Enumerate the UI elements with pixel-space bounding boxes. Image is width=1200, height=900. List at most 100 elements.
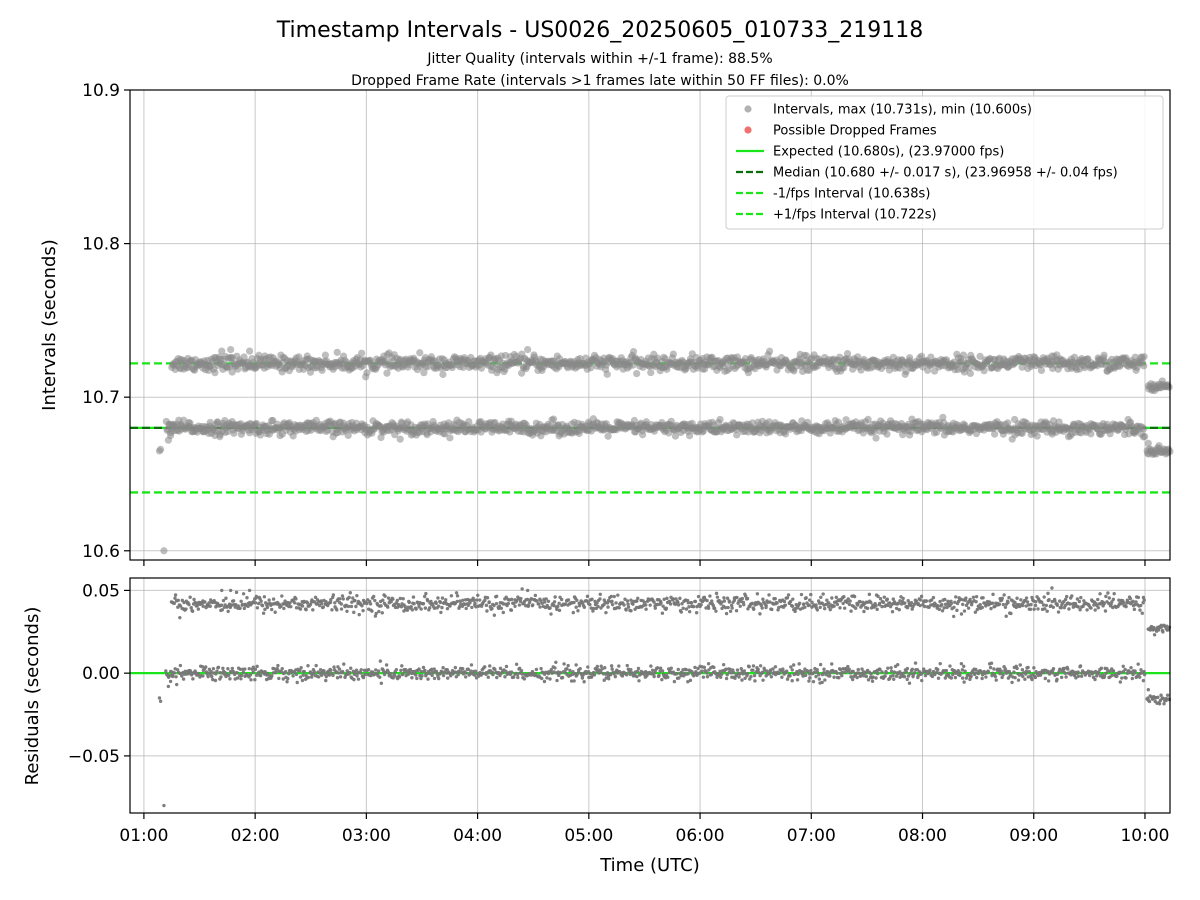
data-point (1096, 605, 1100, 610)
data-point (834, 595, 839, 600)
data-point (991, 430, 999, 438)
data-point (566, 598, 571, 602)
data-point (549, 612, 553, 616)
data-point (1152, 633, 1157, 637)
data-point (439, 370, 447, 379)
data-point (931, 595, 936, 600)
data-point (1124, 676, 1128, 680)
data-point (566, 663, 570, 668)
data-point (511, 675, 516, 679)
data-point (333, 601, 337, 605)
intervals-ytick-label-0: 10.6 (82, 542, 120, 562)
intervals-points (155, 345, 1174, 555)
data-point (719, 675, 723, 679)
data-point (892, 670, 897, 674)
data-point (742, 602, 746, 607)
data-point (767, 672, 772, 676)
data-point (708, 594, 712, 598)
data-point (980, 605, 984, 610)
data-point (470, 605, 474, 610)
intervals-y-ticks: 10.610.710.810.9 (82, 81, 130, 562)
data-point (292, 601, 297, 605)
data-point (253, 667, 258, 671)
data-point (992, 667, 996, 671)
data-point (441, 666, 445, 670)
data-point (172, 601, 176, 606)
data-point (964, 596, 968, 600)
data-point (350, 600, 354, 604)
data-point (238, 606, 242, 610)
data-point (263, 607, 267, 612)
data-point (905, 677, 909, 682)
data-point (572, 679, 576, 683)
data-point (818, 605, 822, 610)
data-point (473, 601, 477, 606)
data-point-outlier (524, 345, 532, 354)
data-point (727, 600, 732, 604)
data-point (288, 601, 292, 605)
data-point (348, 591, 352, 595)
data-point (678, 596, 682, 601)
data-point (659, 601, 663, 605)
data-point (347, 670, 352, 675)
data-point (493, 667, 497, 671)
data-point (990, 601, 995, 605)
data-point (830, 662, 834, 666)
data-point (441, 673, 446, 678)
data-point (786, 593, 791, 597)
data-point (612, 594, 616, 599)
data-point (492, 603, 496, 608)
data-point (1159, 693, 1163, 697)
data-point (478, 598, 482, 602)
data-point (1033, 603, 1038, 608)
data-point (181, 677, 186, 681)
data-point (625, 599, 630, 603)
data-point (669, 666, 673, 670)
data-point (1055, 603, 1059, 607)
data-point (668, 602, 673, 606)
data-point (485, 609, 489, 613)
data-point (785, 669, 789, 673)
data-point (455, 599, 459, 604)
data-point (211, 369, 219, 377)
data-point (403, 605, 407, 609)
data-point (607, 677, 611, 681)
data-point (186, 672, 191, 676)
data-point (849, 609, 853, 613)
data-point (991, 592, 995, 597)
data-point (791, 597, 795, 601)
data-point (357, 612, 361, 617)
data-point (919, 594, 924, 599)
data-point (574, 605, 578, 609)
data-point (660, 669, 665, 673)
data-point (721, 662, 726, 667)
data-point (184, 607, 188, 611)
residuals-ytick-label-2: −0.05 (68, 747, 120, 767)
data-point (850, 677, 855, 682)
data-point (1063, 671, 1068, 675)
data-point (317, 603, 322, 608)
data-point (809, 668, 813, 673)
data-point (436, 596, 440, 600)
data-point (714, 591, 719, 596)
data-point (856, 667, 860, 672)
legend-label-0: Intervals, max (10.731s), min (10.600s) (773, 103, 1032, 118)
data-point (886, 666, 890, 670)
data-point (901, 596, 905, 601)
data-point (890, 610, 895, 614)
data-point (705, 675, 710, 679)
xtick-label-9: 10:00 (1120, 826, 1169, 846)
data-point (1009, 611, 1013, 616)
data-point (215, 669, 219, 674)
data-point (373, 598, 377, 603)
data-point (715, 595, 720, 599)
data-point (503, 675, 507, 679)
data-point (294, 597, 298, 601)
data-point (802, 670, 806, 674)
data-point (791, 663, 796, 667)
data-point (1076, 674, 1081, 678)
data-point (1161, 630, 1165, 634)
data-point (1162, 702, 1166, 706)
data-point (835, 671, 839, 675)
data-point (265, 605, 270, 610)
